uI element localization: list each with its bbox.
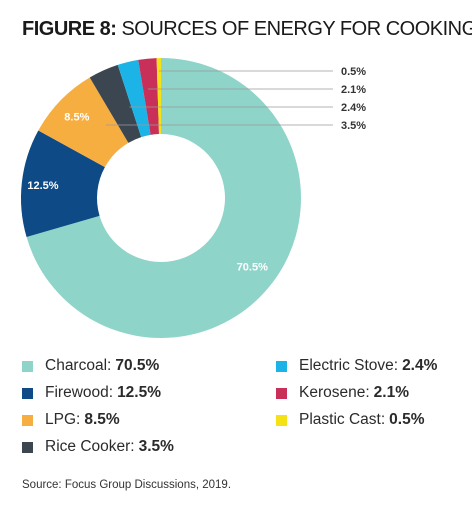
data-label-electric-stove: 2.4%: [341, 102, 366, 114]
slice-rice-cooker: [89, 64, 142, 143]
figure-number: FIGURE 8:: [22, 18, 117, 40]
slice-plastic-cast: [156, 58, 161, 135]
slice-lpg: [38, 77, 129, 168]
data-label-plastic-cast: 0.5%: [341, 66, 366, 78]
slice-kerosene: [138, 58, 159, 135]
data-label-firewood: 12.5%: [27, 180, 58, 192]
data-label-kerosene: 2.1%: [341, 84, 366, 96]
chart-title: FIGURE 8: SOURCES OF ENERGY FOR COOKING: [22, 18, 472, 41]
figure-title: SOURCES OF ENERGY FOR COOKING: [121, 18, 472, 40]
data-label-lpg: 8.5%: [64, 111, 89, 123]
slice-charcoal: [26, 58, 301, 338]
slice-electric-stove: [117, 59, 151, 138]
source-note: Source: Focus Group Discussions, 2019.: [22, 479, 232, 491]
data-label-rice-cooker: 3.5%: [341, 120, 366, 132]
slice-firewood: [21, 130, 105, 238]
data-label-charcoal: 70.5%: [237, 262, 268, 274]
